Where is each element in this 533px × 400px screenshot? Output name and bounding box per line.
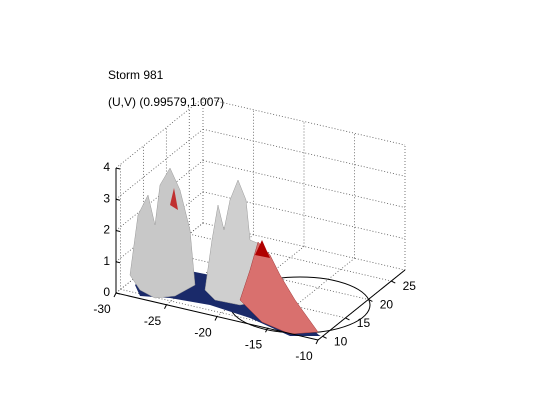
chart-title: Storm 981	[108, 68, 164, 82]
z-tick	[115, 230, 121, 232]
grid-line	[115, 97, 204, 169]
z-tick-label: 4	[103, 160, 110, 174]
isosurface	[129, 167, 371, 336]
z-tick	[115, 167, 121, 170]
x-tick	[113, 292, 117, 298]
grid-line	[115, 160, 204, 231]
y-tick	[368, 299, 373, 302]
x-tick	[315, 339, 319, 345]
y-tick-label: 10	[334, 334, 348, 348]
z-tick-label: 2	[103, 223, 110, 237]
cell	[129, 167, 196, 299]
x-tick	[265, 328, 268, 333]
z-tick-label: 3	[103, 191, 110, 205]
z-tick	[115, 198, 121, 201]
grid-line	[115, 191, 204, 263]
y-tick	[391, 280, 396, 284]
x-tick-label: -10	[295, 349, 313, 363]
z-tick-label: 0	[103, 285, 110, 299]
z-tick	[115, 292, 121, 295]
x-tick-label: -20	[194, 326, 212, 340]
y-tick	[322, 335, 327, 339]
x-tick-label: -15	[245, 337, 263, 351]
x-tick	[164, 304, 167, 309]
cell-core	[239, 241, 319, 335]
y-tick-label: 15	[357, 316, 371, 330]
axis-line	[317, 269, 406, 341]
y-tick-label: 20	[380, 298, 394, 312]
cell-core	[170, 188, 178, 210]
x-tick-label: -25	[144, 314, 162, 328]
x-tick	[214, 316, 218, 321]
x-tick-label: -30	[93, 302, 111, 316]
grid-line	[115, 128, 204, 200]
y-tick-label: 25	[403, 279, 417, 293]
chart-subtitle: (U,V) (0.99579,1.007)	[108, 95, 224, 109]
z-tick	[115, 261, 121, 264]
z-tick-label: 1	[103, 254, 110, 268]
axes: -30 -25 -20 -15 -10 10 15 20 25 0 1 2 3 4	[93, 160, 416, 363]
y-tick	[345, 317, 350, 321]
cell-core	[255, 240, 270, 258]
